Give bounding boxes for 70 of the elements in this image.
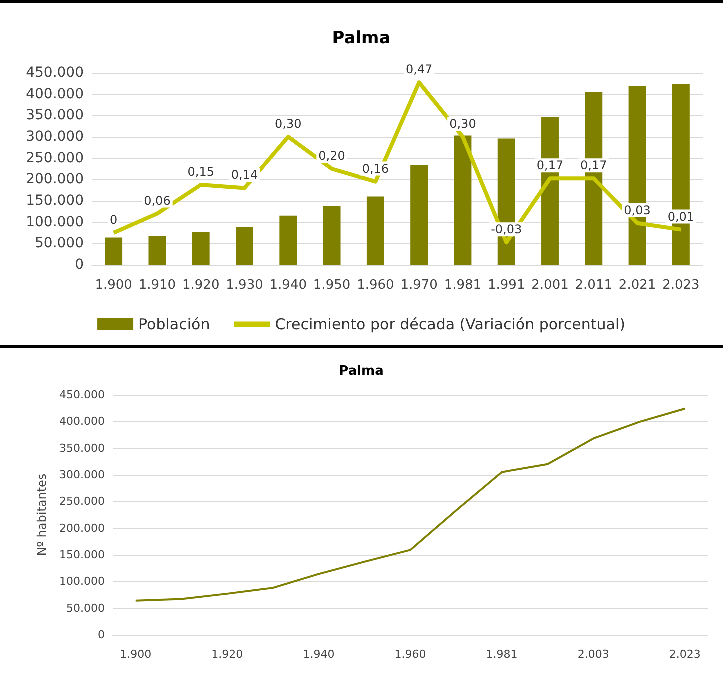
line-series	[134, 408, 686, 602]
y-tick-label: 300.000	[60, 468, 105, 482]
bar	[366, 196, 384, 265]
x-tick-label: 1.981	[444, 278, 482, 293]
data-label: 0,16	[362, 162, 390, 176]
x-tick-label: 1.950	[313, 278, 351, 293]
bar	[192, 232, 210, 265]
data-label: 0,47	[406, 62, 433, 77]
x-tick-label: 2.001	[532, 278, 569, 293]
legend-label: Población	[138, 316, 210, 334]
x-tick-label: 2.011	[575, 278, 612, 293]
x-tick-label: 1.910	[138, 278, 176, 293]
y-tick-label: 150.000	[60, 548, 105, 562]
data-label: 0,30	[450, 117, 476, 131]
x-tick-label: 1.970	[400, 278, 438, 293]
y-tick-label: 150.000	[26, 193, 84, 209]
y-tick-label: 350.000	[26, 108, 84, 124]
data-label: 0	[110, 213, 118, 227]
data-label: 0,20	[318, 149, 346, 163]
chart-title: Palma	[339, 364, 384, 379]
y-tick-label: 300.000	[26, 129, 84, 145]
x-tick-label: 1.920	[182, 278, 220, 293]
y-tick-label: 450.000	[26, 65, 84, 81]
y-tick-label: 0	[98, 628, 105, 642]
bar	[148, 236, 166, 265]
x-tick-label: 1.920	[212, 648, 244, 661]
chart-title: Palma	[332, 28, 391, 48]
data-label: 0,01	[668, 210, 695, 224]
y-tick-label: 200.000	[26, 172, 84, 188]
y-tick-label: 250.000	[26, 150, 84, 166]
data-label: 0,14	[231, 168, 258, 182]
x-tick-label: 2.021	[618, 278, 656, 293]
x-tick-label: 1.991	[488, 278, 526, 293]
y-tick-label: 200.000	[60, 522, 105, 535]
data-label: 0,17	[580, 158, 608, 173]
data-label: -0,03	[491, 222, 522, 237]
x-tick-label: 2.003	[578, 648, 610, 661]
bar	[105, 238, 123, 265]
data-label: 0,17	[536, 158, 564, 173]
data-label: 0,30	[275, 117, 302, 131]
bar	[280, 216, 298, 265]
bar	[454, 136, 472, 265]
x-tick-label: 2.023	[669, 648, 701, 661]
y-tick-label: 50.000	[66, 602, 105, 615]
x-tick-label: 1.900	[95, 278, 132, 293]
bar	[323, 206, 341, 265]
legend-label: Crecimiento por década (Variación porcentual)	[275, 316, 626, 334]
y-tick-label: 350.000	[60, 442, 105, 455]
y-tick-label: 50.000	[35, 236, 84, 252]
x-tick-label: 1.960	[357, 278, 394, 293]
y-tick-label: 0	[75, 257, 84, 273]
x-tick-label: 1.940	[270, 278, 307, 293]
bar	[236, 227, 254, 265]
data-label: 0,06	[144, 194, 171, 208]
y-tick-label: 450.000	[60, 388, 105, 402]
x-tick-label: 2.023	[662, 278, 700, 293]
y-tick-label: 250.000	[60, 495, 105, 508]
y-tick-label: 400.000	[60, 415, 105, 428]
x-tick-label: 1.900	[120, 648, 152, 661]
y-tick-label: 100.000	[26, 214, 84, 230]
data-label: 0,15	[188, 165, 214, 179]
x-tick-label: 1.981	[486, 648, 518, 661]
x-tick-label: 1.940	[303, 648, 335, 661]
bar	[410, 165, 428, 265]
x-tick-label: 1.930	[226, 278, 264, 293]
x-tick-label: 1.960	[394, 648, 426, 661]
data-label: 0,03	[624, 203, 651, 218]
y-tick-label: 400.000	[26, 86, 84, 102]
y-axis-title: Nº habitantes	[35, 474, 49, 556]
y-tick-label: 100.000	[60, 575, 105, 588]
